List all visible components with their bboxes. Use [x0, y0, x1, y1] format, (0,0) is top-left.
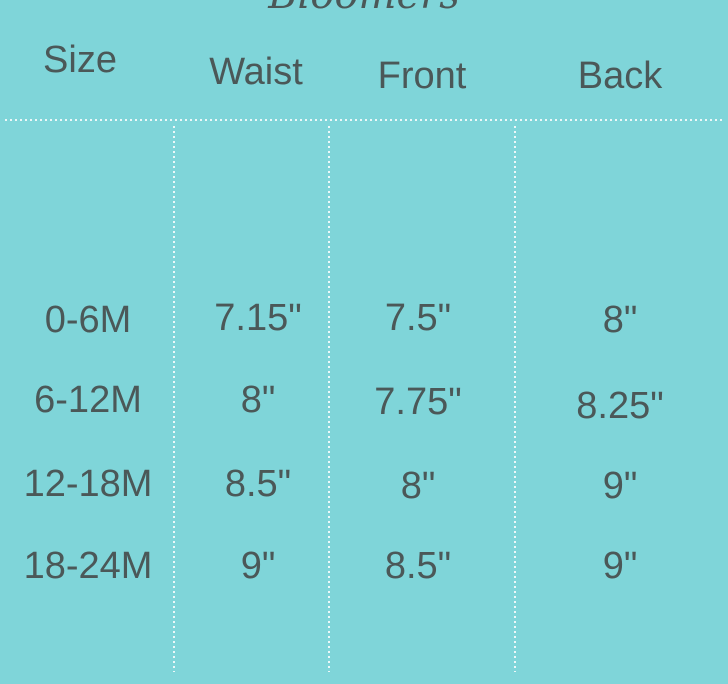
size-cell: 12-18M [24, 463, 153, 505]
measure-cell: 8" [603, 299, 638, 341]
measure-cell: 8" [241, 379, 276, 421]
measure-cell: 8.25" [576, 385, 663, 427]
measure-cell: 7.15" [214, 297, 301, 339]
measure-cell: 9" [603, 545, 638, 587]
measure-cell: 8.5" [385, 545, 451, 587]
measure-cell: 9" [241, 545, 276, 587]
size-cell: 18-24M [24, 545, 153, 587]
column-header: Waist [209, 51, 303, 93]
title: Bloomers [267, 0, 460, 18]
size-cell: 6-12M [34, 379, 142, 421]
measure-cell: 8.5" [225, 463, 291, 505]
column-header: Size [43, 39, 117, 81]
column-header: Front [378, 55, 467, 97]
size-cell: 0-6M [45, 299, 132, 341]
measure-cell: 9" [603, 465, 638, 507]
column-header: Back [578, 55, 663, 97]
measure-cell: 7.75" [374, 381, 461, 423]
measure-cell: 7.5" [385, 297, 451, 339]
measure-cell: 8" [401, 465, 436, 507]
